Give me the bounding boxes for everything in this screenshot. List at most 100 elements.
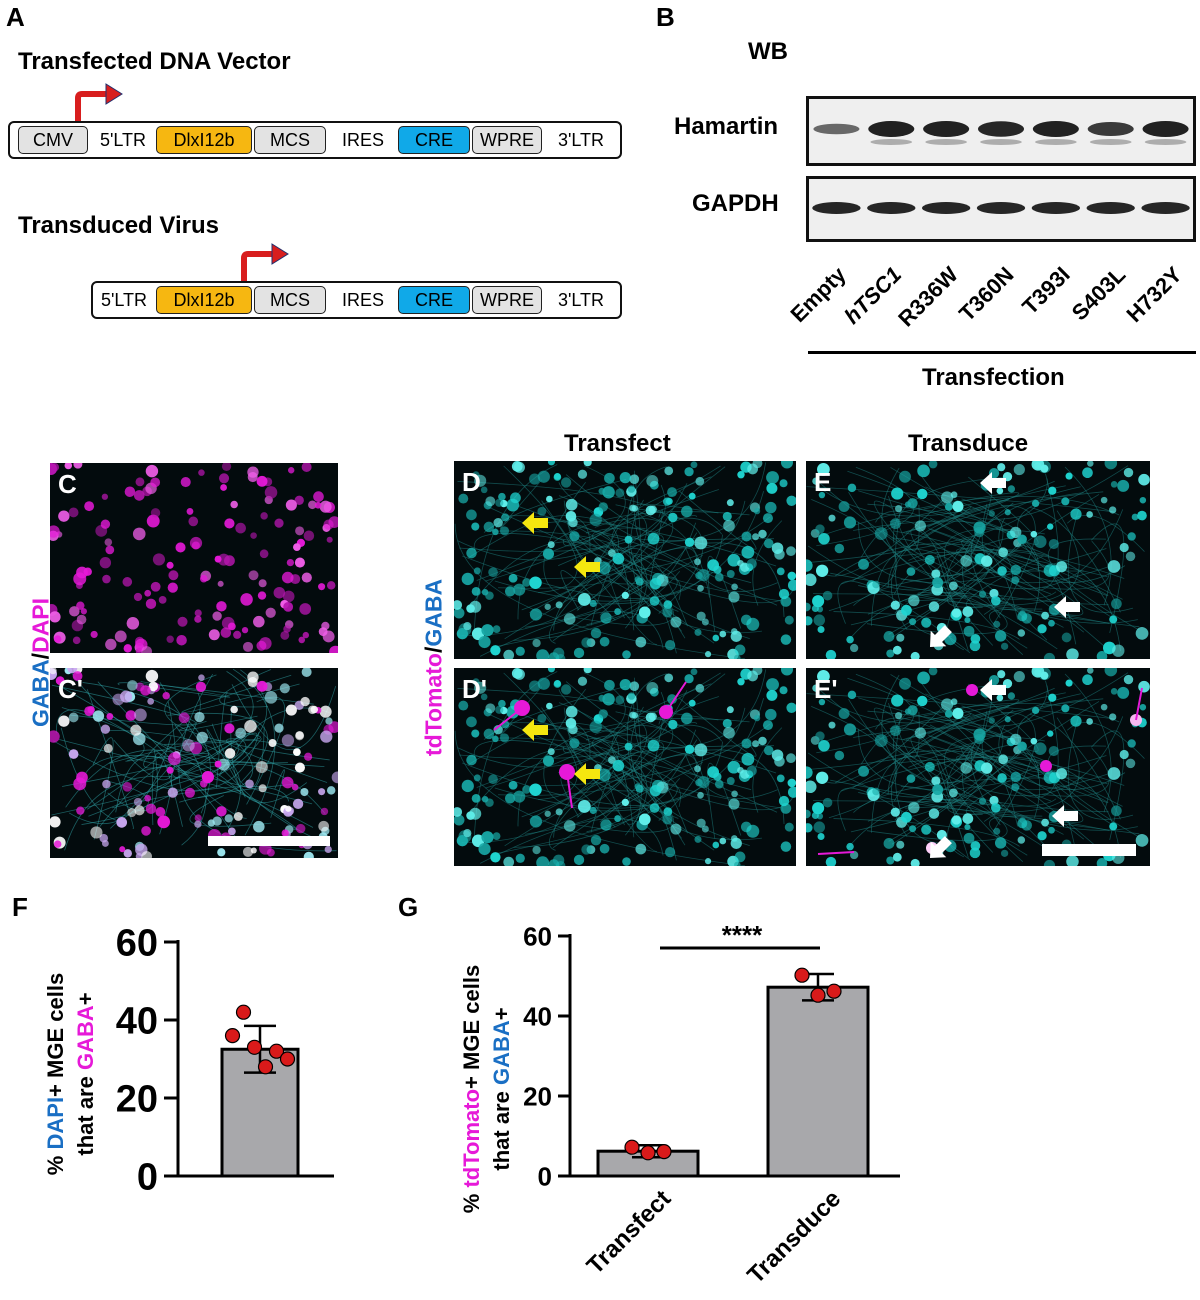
neurite: [206, 728, 246, 798]
neurite: [494, 698, 764, 809]
cell-body: [1048, 693, 1057, 702]
neurite: [873, 500, 994, 646]
cell-body: [858, 558, 870, 570]
cell-body: [573, 647, 585, 659]
neurite: [891, 537, 1020, 638]
cell-body: [1082, 674, 1093, 686]
cell-body: [980, 555, 993, 567]
cell-body: [1056, 561, 1068, 573]
cell-body: [963, 832, 975, 844]
cell-body: [568, 517, 578, 528]
neurite: [858, 717, 1080, 813]
cell-body: [694, 765, 701, 773]
cell-body: [569, 531, 580, 542]
cell-body: [230, 705, 238, 714]
neurite: [816, 466, 915, 547]
neurite: [82, 682, 211, 814]
gapdh-band: [976, 202, 1026, 214]
cell-body: [168, 752, 181, 766]
cell-body: [76, 614, 87, 625]
cell-body: [747, 670, 759, 682]
cell-body: [843, 516, 857, 529]
cell-body: [302, 631, 310, 639]
cell-body: [281, 829, 289, 837]
cell-body: [787, 786, 796, 798]
cell-body: [326, 536, 333, 543]
cell-body: [737, 471, 745, 479]
cell-body: [126, 617, 140, 630]
cell-body: [186, 508, 194, 515]
cell-body: [318, 788, 326, 796]
neurite: [816, 673, 915, 754]
cell-body: [481, 589, 489, 596]
neurite: [60, 727, 125, 823]
cell-body: [492, 735, 499, 743]
white-arrow-icon: [980, 679, 1006, 701]
y-tick-label: 20: [116, 1079, 158, 1121]
cell-body: [1010, 771, 1022, 783]
cell-body: [471, 586, 481, 596]
neurite: [1064, 673, 1112, 813]
cell-body: [471, 522, 480, 531]
cell-body: [962, 606, 974, 618]
hamartin-band-lower: [1035, 139, 1077, 145]
cell-body: [1043, 652, 1056, 659]
cell-body: [1087, 461, 1094, 467]
cell-body: [766, 689, 778, 701]
neurite: [525, 739, 698, 835]
cell-body: [219, 473, 230, 484]
cell-body: [886, 856, 895, 865]
neurite: [513, 778, 681, 848]
cell-body: [253, 820, 265, 833]
cell-body: [872, 787, 880, 796]
cell-body: [1010, 526, 1022, 539]
cell-body: [1100, 703, 1108, 711]
cell-body: [259, 549, 269, 559]
transduced-virus-map: 5'LTR DlxI12b MCS IRES CRE WPRE 3'LTR: [91, 281, 622, 319]
cell-body: [454, 607, 465, 619]
cell-body: [303, 851, 314, 858]
cell-body: [1107, 560, 1121, 573]
cell-body: [300, 696, 310, 707]
cell-body: [1135, 833, 1149, 847]
cell-body: [274, 518, 284, 528]
cell-body: [979, 797, 987, 805]
cell-body: [503, 856, 515, 866]
cell-body: [786, 546, 796, 557]
cell-body: [812, 595, 825, 608]
micrograph-d-prime-label: D': [462, 674, 487, 704]
cell-body: [568, 724, 578, 735]
segment-wpre: WPRE: [472, 286, 542, 314]
cell-body: [1111, 598, 1122, 610]
cell-body: [180, 477, 191, 488]
segment-ires: IRES: [341, 289, 384, 310]
cell-body: [960, 555, 973, 567]
cell-body: [469, 807, 482, 820]
cell-body: [634, 783, 641, 790]
cell-body: [726, 706, 734, 714]
cell-body: [522, 578, 531, 587]
white-arrow-icon: [930, 836, 952, 858]
cell-body: [662, 607, 673, 618]
cell-body: [997, 566, 1007, 576]
cell-body: [734, 861, 741, 866]
cell-body: [932, 784, 944, 796]
cell-body: [872, 580, 880, 589]
neurite: [881, 674, 1109, 813]
cell-body: [1037, 831, 1047, 841]
neurite: [893, 549, 1125, 595]
cell-body: [766, 678, 779, 691]
neurite: [112, 785, 290, 809]
cell-body: [776, 774, 785, 783]
cell-body: [280, 630, 290, 640]
white-arrow-icon: [980, 472, 1006, 494]
cell-body: [894, 712, 903, 720]
cell-body: [627, 485, 636, 493]
cell-body: [478, 635, 491, 649]
cell-body: [663, 807, 673, 816]
white-arrow-icon: [1052, 805, 1078, 827]
cell-body: [235, 522, 246, 534]
neurite: [1066, 722, 1145, 759]
cell-body: [996, 487, 1004, 495]
cell-body: [157, 815, 171, 829]
